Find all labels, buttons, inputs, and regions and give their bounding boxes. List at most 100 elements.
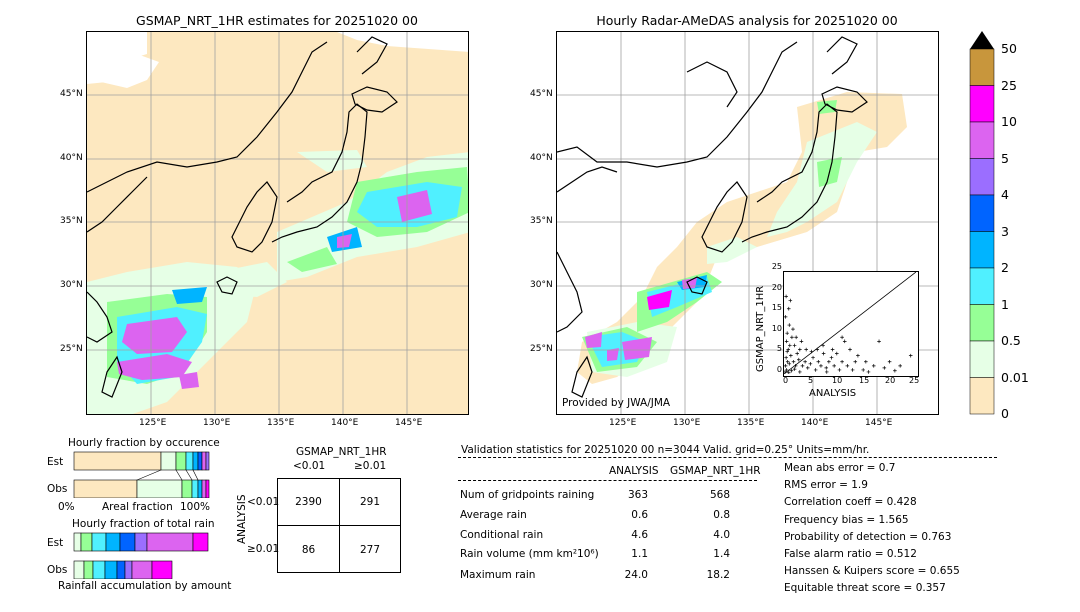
occurrence-obs-dry bbox=[73, 479, 138, 498]
right-lat-label: 35°N bbox=[530, 216, 553, 226]
scatter-point bbox=[799, 339, 804, 344]
scatter-point bbox=[824, 366, 829, 370]
left-map-canvas bbox=[87, 32, 468, 414]
scatter-point bbox=[840, 359, 844, 364]
scatter-point bbox=[805, 366, 810, 370]
scatter-point bbox=[840, 335, 844, 340]
colorbar-segment bbox=[969, 340, 995, 378]
total-rain-obs-seg bbox=[151, 560, 173, 579]
occurrence-title: Hourly fraction by occurence bbox=[68, 437, 220, 449]
scatter-y-tick: 20 bbox=[771, 283, 782, 292]
occurrence-obs-seg bbox=[181, 479, 193, 498]
scatter-x-tick: 20 bbox=[885, 376, 896, 385]
validation-row-gsmap: 0.8 bbox=[713, 509, 730, 521]
scatter-diagonal bbox=[784, 272, 916, 374]
scatter-point bbox=[887, 359, 892, 364]
scatter-point bbox=[893, 368, 897, 373]
validation-score: Correlation coeff = 0.428 bbox=[784, 496, 917, 508]
scatter-point bbox=[795, 351, 799, 356]
left-map-title: GSMAP_NRT_1HR estimates for 20251020 00 bbox=[136, 13, 418, 28]
contingency-cell: 2390 bbox=[295, 496, 322, 508]
scatter-x-tick: 5 bbox=[808, 376, 814, 385]
scatter-point bbox=[821, 343, 825, 348]
total-rain-est-seg bbox=[73, 532, 82, 552]
colorbar-segment bbox=[969, 48, 995, 86]
validation-row-gsmap: 568 bbox=[709, 489, 730, 501]
occurrence-est-seg bbox=[205, 451, 210, 471]
total-rain-obs-seg bbox=[116, 560, 126, 579]
colorbar-segment bbox=[969, 158, 995, 196]
colorbar-segment bbox=[969, 85, 995, 123]
rain-area-light bbox=[297, 150, 367, 172]
validation-col-gsmap: GSMAP_NRT_1HR bbox=[670, 465, 761, 477]
left-lat-label: 25°N bbox=[60, 344, 83, 354]
scatter-point bbox=[853, 359, 858, 364]
rain-area-blue bbox=[172, 287, 207, 304]
right-lon-label: 125°E bbox=[609, 418, 637, 428]
colorbar-label: 0 bbox=[1001, 406, 1009, 421]
validation-row-analysis: 0.6 bbox=[631, 509, 648, 521]
scatter-point bbox=[824, 370, 829, 374]
scatter-point bbox=[827, 359, 831, 364]
scatter-point bbox=[815, 347, 820, 352]
total-rain-est-seg bbox=[192, 532, 209, 552]
occurrence-obs-seg bbox=[201, 479, 207, 498]
colorbar-label: 3 bbox=[1001, 224, 1009, 239]
scatter-point bbox=[809, 349, 814, 354]
left-lon-label: 145°E bbox=[395, 418, 423, 428]
occurrence-axis-left: 0% bbox=[58, 501, 75, 513]
scatter-x-tick: 15 bbox=[859, 376, 870, 385]
scatter-point bbox=[798, 347, 802, 352]
nodata-area bbox=[97, 54, 159, 88]
rain-area-purple bbox=[179, 372, 199, 389]
rain-area-magenta bbox=[647, 290, 672, 310]
validation-score: Frequency bias = 1.565 bbox=[784, 514, 909, 526]
scatter-point bbox=[787, 323, 792, 327]
scatter-point bbox=[908, 353, 913, 358]
occurrence-connectors bbox=[136, 469, 199, 481]
right-lat-label: 30°N bbox=[530, 280, 553, 290]
right-lat-label: 45°N bbox=[530, 89, 553, 99]
validation-row-label: Conditional rain bbox=[460, 529, 544, 541]
left-lon-label: 130°E bbox=[203, 418, 231, 428]
scatter-point bbox=[882, 366, 887, 370]
validation-header: Validation statistics for 20251020 00 n=… bbox=[461, 444, 870, 456]
contingency-row-ge: ≥0.01 bbox=[247, 543, 280, 555]
occurrence-obs-seg bbox=[191, 479, 199, 498]
rain-area-purple bbox=[117, 354, 192, 380]
validation-score: False alarm ratio = 0.512 bbox=[784, 548, 917, 560]
scatter-point bbox=[821, 351, 826, 356]
total-rain-est-seg bbox=[105, 532, 121, 552]
scatter-point bbox=[798, 370, 802, 374]
scatter-x-tick: 0 bbox=[783, 376, 789, 385]
contingency-table: 2390 291 86 277 bbox=[277, 478, 401, 573]
right-lat-label: 25°N bbox=[530, 344, 553, 354]
scatter-point bbox=[785, 349, 789, 354]
total-rain-title: Hourly fraction of total rain bbox=[72, 518, 215, 530]
validation-row-analysis: 1.1 bbox=[631, 548, 648, 560]
colorbar-segment bbox=[969, 121, 995, 159]
right-lon-label: 130°E bbox=[673, 418, 701, 428]
nodata-area bbox=[337, 32, 468, 52]
contingency-col-ge: ≥0.01 bbox=[354, 460, 387, 472]
scatter-canvas bbox=[784, 272, 916, 374]
scatter-x-tick: 10 bbox=[832, 376, 843, 385]
validation-score: Probability of detection = 0.763 bbox=[784, 531, 952, 543]
total-rain-est-label: Est bbox=[47, 537, 64, 549]
scatter-x-ticks: 0 5 10 15 20 25 bbox=[783, 376, 919, 386]
validation-row-analysis: 24.0 bbox=[624, 569, 648, 581]
left-lat-label: 45°N bbox=[60, 89, 83, 99]
total-rain-obs-seg bbox=[104, 560, 118, 579]
left-map bbox=[86, 31, 469, 415]
total-rain-obs-seg bbox=[124, 560, 133, 579]
scatter-point bbox=[877, 339, 881, 344]
colorbar-label: 10 bbox=[1001, 114, 1017, 129]
validation-row-gsmap: 4.0 bbox=[713, 529, 730, 541]
validation-header-rule bbox=[458, 457, 997, 458]
scatter-point bbox=[792, 367, 797, 371]
scatter-xlabel: ANALYSIS bbox=[809, 388, 857, 399]
validation-col-analysis: ANALYSIS bbox=[609, 465, 659, 477]
occurrence-axis-mid: Areal fraction bbox=[102, 501, 173, 513]
occurrence-est-seg bbox=[201, 451, 207, 471]
rain-area-purple bbox=[122, 317, 187, 354]
